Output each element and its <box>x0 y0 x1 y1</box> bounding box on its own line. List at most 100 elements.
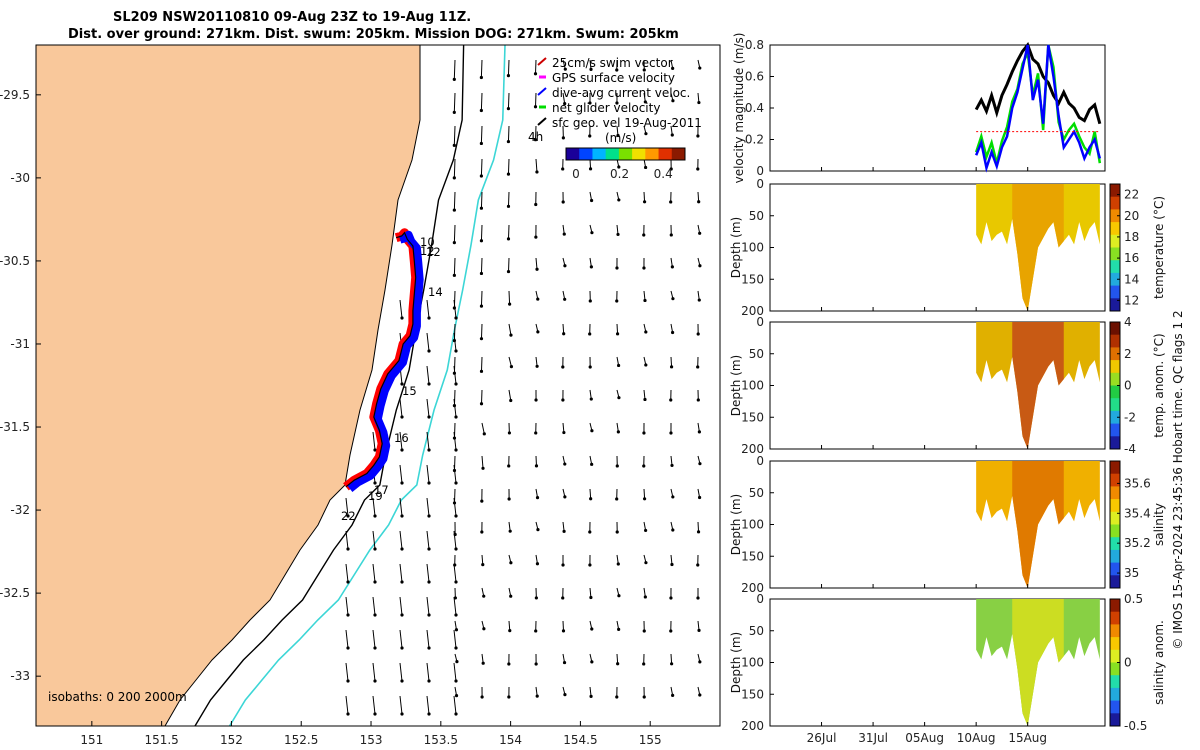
geo-velocity-arrow <box>453 497 457 517</box>
panel-colorbar-segment <box>1110 423 1120 437</box>
velocity-y-tick-label: 0.6 <box>745 70 764 84</box>
geo-velocity-arrow <box>589 158 592 169</box>
geo-velocity-arrow <box>562 323 565 334</box>
geo-velocity-arrowhead <box>482 627 486 631</box>
geo-velocity-arrowhead <box>534 629 538 633</box>
geo-velocity-arrowhead <box>589 67 593 72</box>
geo-velocity-arrowhead <box>698 66 702 70</box>
depth-y-tick-label: 200 <box>741 719 764 733</box>
day-label: 15 <box>402 384 417 398</box>
geo-velocity-arrowhead <box>533 72 538 76</box>
geo-velocity-arrow <box>643 488 646 499</box>
geo-velocity-arrowhead <box>671 66 675 70</box>
depth-y-tick-label: 150 <box>741 410 764 424</box>
geo-velocity-arrowhead <box>506 139 511 144</box>
legend-item-geo: sfc geo. vel 19-Aug-2011 <box>552 116 702 130</box>
panel-colorbar-segment <box>1110 486 1120 500</box>
geo-velocity-arrowhead <box>615 497 619 501</box>
day-label: 10 <box>420 235 435 249</box>
geo-velocity-arrowhead <box>400 646 404 650</box>
geo-velocity-arrowhead <box>452 77 456 82</box>
geo-velocity-arrowhead <box>509 333 513 337</box>
geo-velocity-arrow <box>562 92 566 104</box>
geo-velocity-arrow <box>507 191 510 207</box>
velocity-y-label: velocity magnitude (m/s) <box>732 33 746 184</box>
geo-velocity-arrow <box>480 125 483 144</box>
x-tick-label: 155 <box>639 733 662 747</box>
geo-velocity-arrowhead <box>615 266 619 270</box>
geo-velocity-arrowhead <box>617 363 621 368</box>
geo-velocity-arrowhead <box>427 316 431 320</box>
geo-velocity-arrowhead <box>617 627 621 631</box>
geo-velocity-arrow <box>480 356 483 372</box>
depth-y-tick-label: 100 <box>741 241 764 255</box>
glider-track-current <box>347 230 424 492</box>
panel-colorbar-segment <box>1110 675 1120 689</box>
geo-velocity-arrowhead <box>400 547 404 551</box>
geo-velocity-arrowhead <box>452 110 456 115</box>
geo-velocity-arrowhead <box>696 596 700 600</box>
geo-velocity-arrowhead <box>454 481 458 485</box>
panel-colorbar-tick-label: 22 <box>1124 188 1139 202</box>
geo-velocity-arrowhead <box>615 332 620 336</box>
depth-y-tick-label: 50 <box>749 624 764 638</box>
geo-velocity-arrowhead <box>479 304 484 308</box>
geo-velocity-arrowhead <box>617 165 621 169</box>
imos-credit: © IMOS 15-Apr-2024 23:45:36 Hobart time.… <box>1171 310 1185 649</box>
geo-velocity-arrow <box>399 299 403 319</box>
geo-velocity-arrowhead <box>400 415 404 419</box>
day-label: 17 <box>374 483 389 497</box>
geo-velocity-arrowhead <box>482 432 486 436</box>
panel-colorbar-segment <box>1110 222 1120 236</box>
geo-velocity-arrowhead <box>400 481 404 485</box>
legend-label-geo: sfc geo. vel 19-Aug-2011 <box>552 116 702 130</box>
colorbar-segment <box>592 148 607 160</box>
geo-velocity-arrowhead <box>373 679 377 683</box>
panel-colorbar-tick-label: 35.4 <box>1124 506 1151 520</box>
geo-velocity-arrowhead <box>589 595 593 600</box>
colorbar-tick-label: 0 <box>572 167 580 181</box>
panel-colorbar-segment <box>1110 298 1120 312</box>
legend-arrow-icon <box>537 87 547 96</box>
geo-velocity-arrowhead <box>534 398 538 402</box>
geo-velocity-arrowhead <box>589 265 593 269</box>
geo-velocity-arrowhead <box>479 75 483 80</box>
geo-velocity-arrowhead <box>454 514 458 518</box>
x-tick-label: 153 <box>360 733 383 747</box>
geo-velocity-arrow <box>426 629 430 649</box>
geo-velocity-arrowhead <box>615 101 619 105</box>
geo-velocity-arrowhead <box>561 200 565 204</box>
geo-velocity-arrow <box>426 365 430 385</box>
geo-velocity-arrowhead <box>535 694 539 698</box>
depth-y-tick-label: 150 <box>741 687 764 701</box>
panel-colorbar-segment <box>1110 611 1120 625</box>
geo-velocity-arrowhead <box>427 580 431 584</box>
geo-velocity-arrowhead <box>698 660 702 664</box>
geo-velocity-arrow <box>372 530 376 550</box>
colorbar-segment <box>658 148 673 160</box>
geo-velocity-arrow <box>345 662 349 682</box>
geo-velocity-arrow <box>399 464 403 484</box>
geo-velocity-arrowhead <box>615 695 619 699</box>
geo-velocity-arrowhead <box>670 133 674 137</box>
geo-velocity-arrow <box>643 191 646 202</box>
geo-velocity-arrowhead <box>454 694 459 698</box>
panel-colorbar-segment <box>1110 499 1120 513</box>
geo-velocity-arrow <box>399 398 403 418</box>
geo-velocity-arrowhead <box>617 396 621 400</box>
panel-colorbar-tick-label: 20 <box>1124 209 1139 223</box>
geo-velocity-arrowhead <box>507 662 511 666</box>
geo-velocity-arrow <box>480 92 483 111</box>
geo-velocity-arrowhead <box>346 712 350 716</box>
geo-velocity-arrowhead <box>506 204 511 208</box>
geo-velocity-arrowhead <box>506 107 511 111</box>
panel-colorbar-segment <box>1110 272 1120 287</box>
x-tick-label: 152.5 <box>284 733 318 747</box>
panel-colorbar-segment <box>1110 285 1120 299</box>
panel-colorbar-segment <box>1110 184 1120 198</box>
geo-velocity-arrow <box>480 257 483 274</box>
geo-velocity-arrowhead <box>454 679 458 683</box>
y-tick-label: -32 <box>10 503 30 517</box>
day-label: 14 <box>428 285 443 299</box>
